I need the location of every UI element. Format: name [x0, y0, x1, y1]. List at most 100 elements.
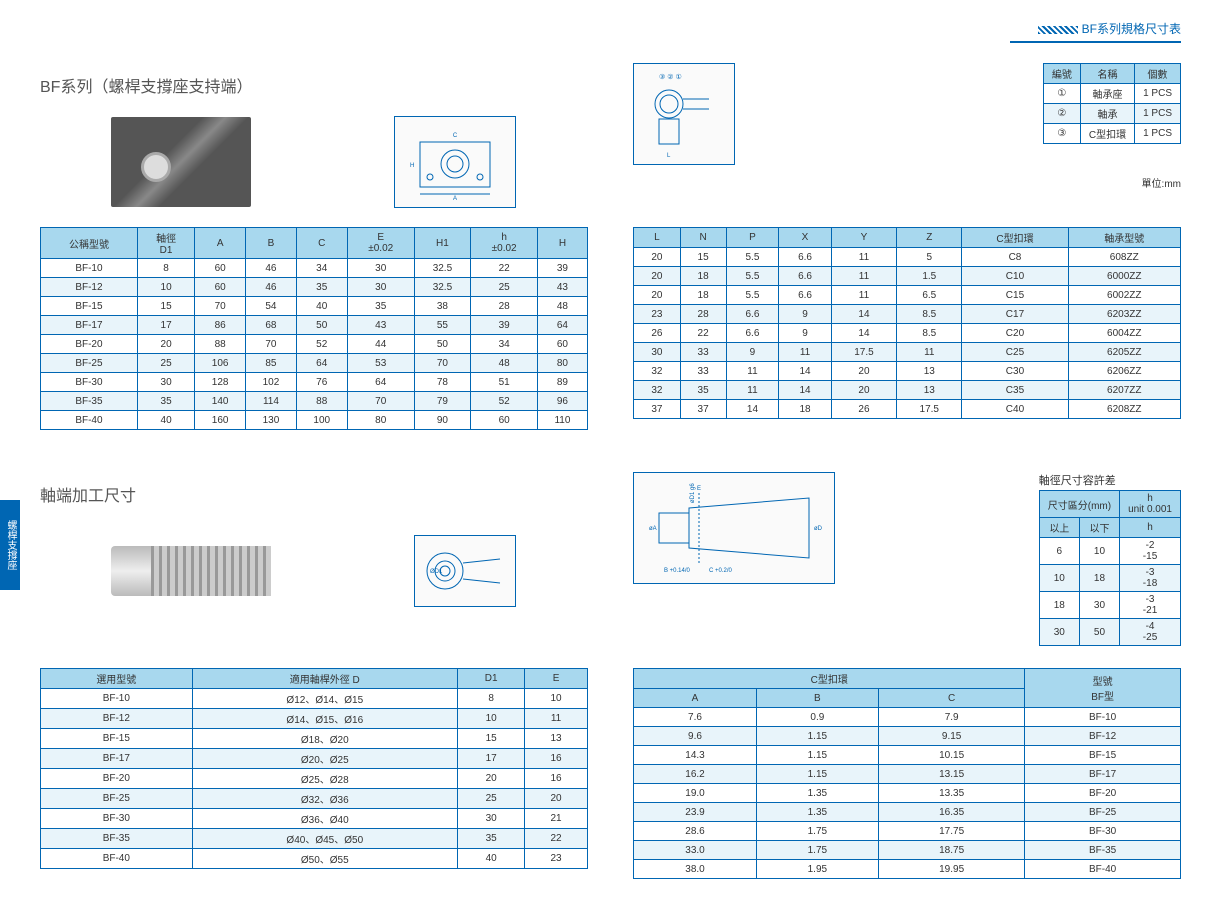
cell: 40: [137, 411, 194, 430]
cell: 1.75: [756, 841, 878, 860]
cell: 10: [1039, 565, 1079, 592]
cell: 23: [525, 849, 587, 869]
cell: 35: [347, 297, 414, 316]
svg-text:H: H: [410, 163, 414, 169]
cell: BF-35: [1025, 841, 1181, 860]
cell: 52: [296, 335, 347, 354]
table-row: 33.01.7518.75BF-35: [634, 841, 1181, 860]
table-row: BF-30301281027664785189: [41, 373, 588, 392]
cell: BF-17: [1025, 765, 1181, 784]
cell: 14: [779, 381, 832, 400]
cell: 軸承: [1080, 104, 1134, 124]
col-header: Z: [897, 228, 962, 248]
cell: BF-17: [41, 749, 193, 769]
cell: 20: [634, 267, 680, 286]
cell: BF-20: [1025, 784, 1181, 803]
table-row: 20185.56.6116.5C156002ZZ: [634, 286, 1181, 305]
cell: 5.5: [726, 286, 779, 305]
cell: 軸承座: [1080, 84, 1134, 104]
cell: BF-30: [41, 373, 138, 392]
side-tab: 螺桿支撐座: [0, 500, 20, 590]
cell: 46: [246, 259, 297, 278]
cell: C15: [962, 286, 1068, 305]
cell: 80: [538, 354, 587, 373]
cell: 30: [457, 809, 524, 829]
cell: BF-40: [41, 849, 193, 869]
cell: 17.5: [831, 343, 896, 362]
cell: Ø32、Ø36: [192, 789, 457, 809]
table-row: ②軸承1 PCS: [1043, 104, 1180, 124]
cell: 8.5: [897, 305, 962, 324]
table-row: BF-17Ø20、Ø251716: [41, 749, 588, 769]
page-header: BF系列規格尺寸表: [40, 20, 1181, 37]
cell: Ø36、Ø40: [192, 809, 457, 829]
cell: 6.6: [726, 324, 779, 343]
cell: 88: [296, 392, 347, 411]
cell: BF-20: [41, 769, 193, 789]
svg-text:øD: øD: [814, 526, 823, 532]
col-header: 以上: [1039, 518, 1079, 538]
cell: 33: [680, 343, 726, 362]
cell: BF-40: [41, 411, 138, 430]
cell: 1.75: [756, 822, 878, 841]
cell: 50: [1079, 619, 1119, 646]
cell: C30: [962, 362, 1068, 381]
cell: 20: [831, 362, 896, 381]
cell: 32.5: [414, 278, 470, 297]
parts-table: 編號名稱個數 ①軸承座1 PCS②軸承1 PCS③C型扣環1 PCS: [1043, 63, 1181, 144]
col-header: hunit 0.001: [1120, 491, 1181, 518]
front-view-diagram: A C H: [394, 116, 516, 208]
cell: 64: [296, 354, 347, 373]
cell: 11: [831, 286, 896, 305]
cell: -3-18: [1120, 565, 1181, 592]
cell: BF-35: [41, 392, 138, 411]
table-row: BF-2525106856453704880: [41, 354, 588, 373]
cell: 128: [195, 373, 246, 392]
cell: 6.6: [779, 248, 832, 267]
tolerance-title: 軸徑尺寸容許差: [1039, 472, 1181, 488]
cell: 32.5: [414, 259, 470, 278]
cell: 14.3: [634, 746, 756, 765]
cell: 7.9: [879, 708, 1025, 727]
col-header: P: [726, 228, 779, 248]
col-header: X: [779, 228, 832, 248]
cell: BF-12: [1025, 727, 1181, 746]
cell: BF-15: [1025, 746, 1181, 765]
cell: 21: [525, 809, 587, 829]
cell: 60: [195, 259, 246, 278]
cell: 7.6: [634, 708, 756, 727]
cell: Ø40、Ø45、Ø50: [192, 829, 457, 849]
cell: 9: [779, 305, 832, 324]
cell: 14: [779, 362, 832, 381]
unit-label: 單位:mm: [633, 175, 1181, 190]
table-row: BF-1086046343032.52239: [41, 259, 588, 278]
cell: ③: [1043, 124, 1080, 144]
cell: 9.15: [879, 727, 1025, 746]
cell: 85: [246, 354, 297, 373]
cell: 13: [897, 362, 962, 381]
cell: 18: [680, 286, 726, 305]
cell: 16.2: [634, 765, 756, 784]
table-row: BF-35351401148870795296: [41, 392, 588, 411]
table-row: 1830-3-21: [1039, 592, 1180, 619]
cell: 20: [137, 335, 194, 354]
cell: 0.9: [756, 708, 878, 727]
cell: 1.5: [897, 267, 962, 286]
svg-text:C +0.2/0: C +0.2/0: [709, 568, 733, 574]
cell: 10.15: [879, 746, 1025, 765]
cell: Ø25、Ø28: [192, 769, 457, 789]
cell: 1.15: [756, 765, 878, 784]
table-row: 303391117.511C256205ZZ: [634, 343, 1181, 362]
cell: 1 PCS: [1135, 124, 1181, 144]
table-row: BF-30Ø36、Ø403021: [41, 809, 588, 829]
side-view-diagram: ③ ② ① L: [633, 63, 735, 165]
cell: 52: [471, 392, 538, 411]
col-header: 編號: [1043, 64, 1080, 84]
bearing-diagram: ØD1: [414, 535, 516, 607]
col-header: 軸承型號: [1068, 228, 1181, 248]
cell: 18: [779, 400, 832, 419]
col-header: h±0.02: [471, 228, 538, 259]
cell: 15: [680, 248, 726, 267]
cell: 6.5: [897, 286, 962, 305]
table-row: 323311142013C306206ZZ: [634, 362, 1181, 381]
